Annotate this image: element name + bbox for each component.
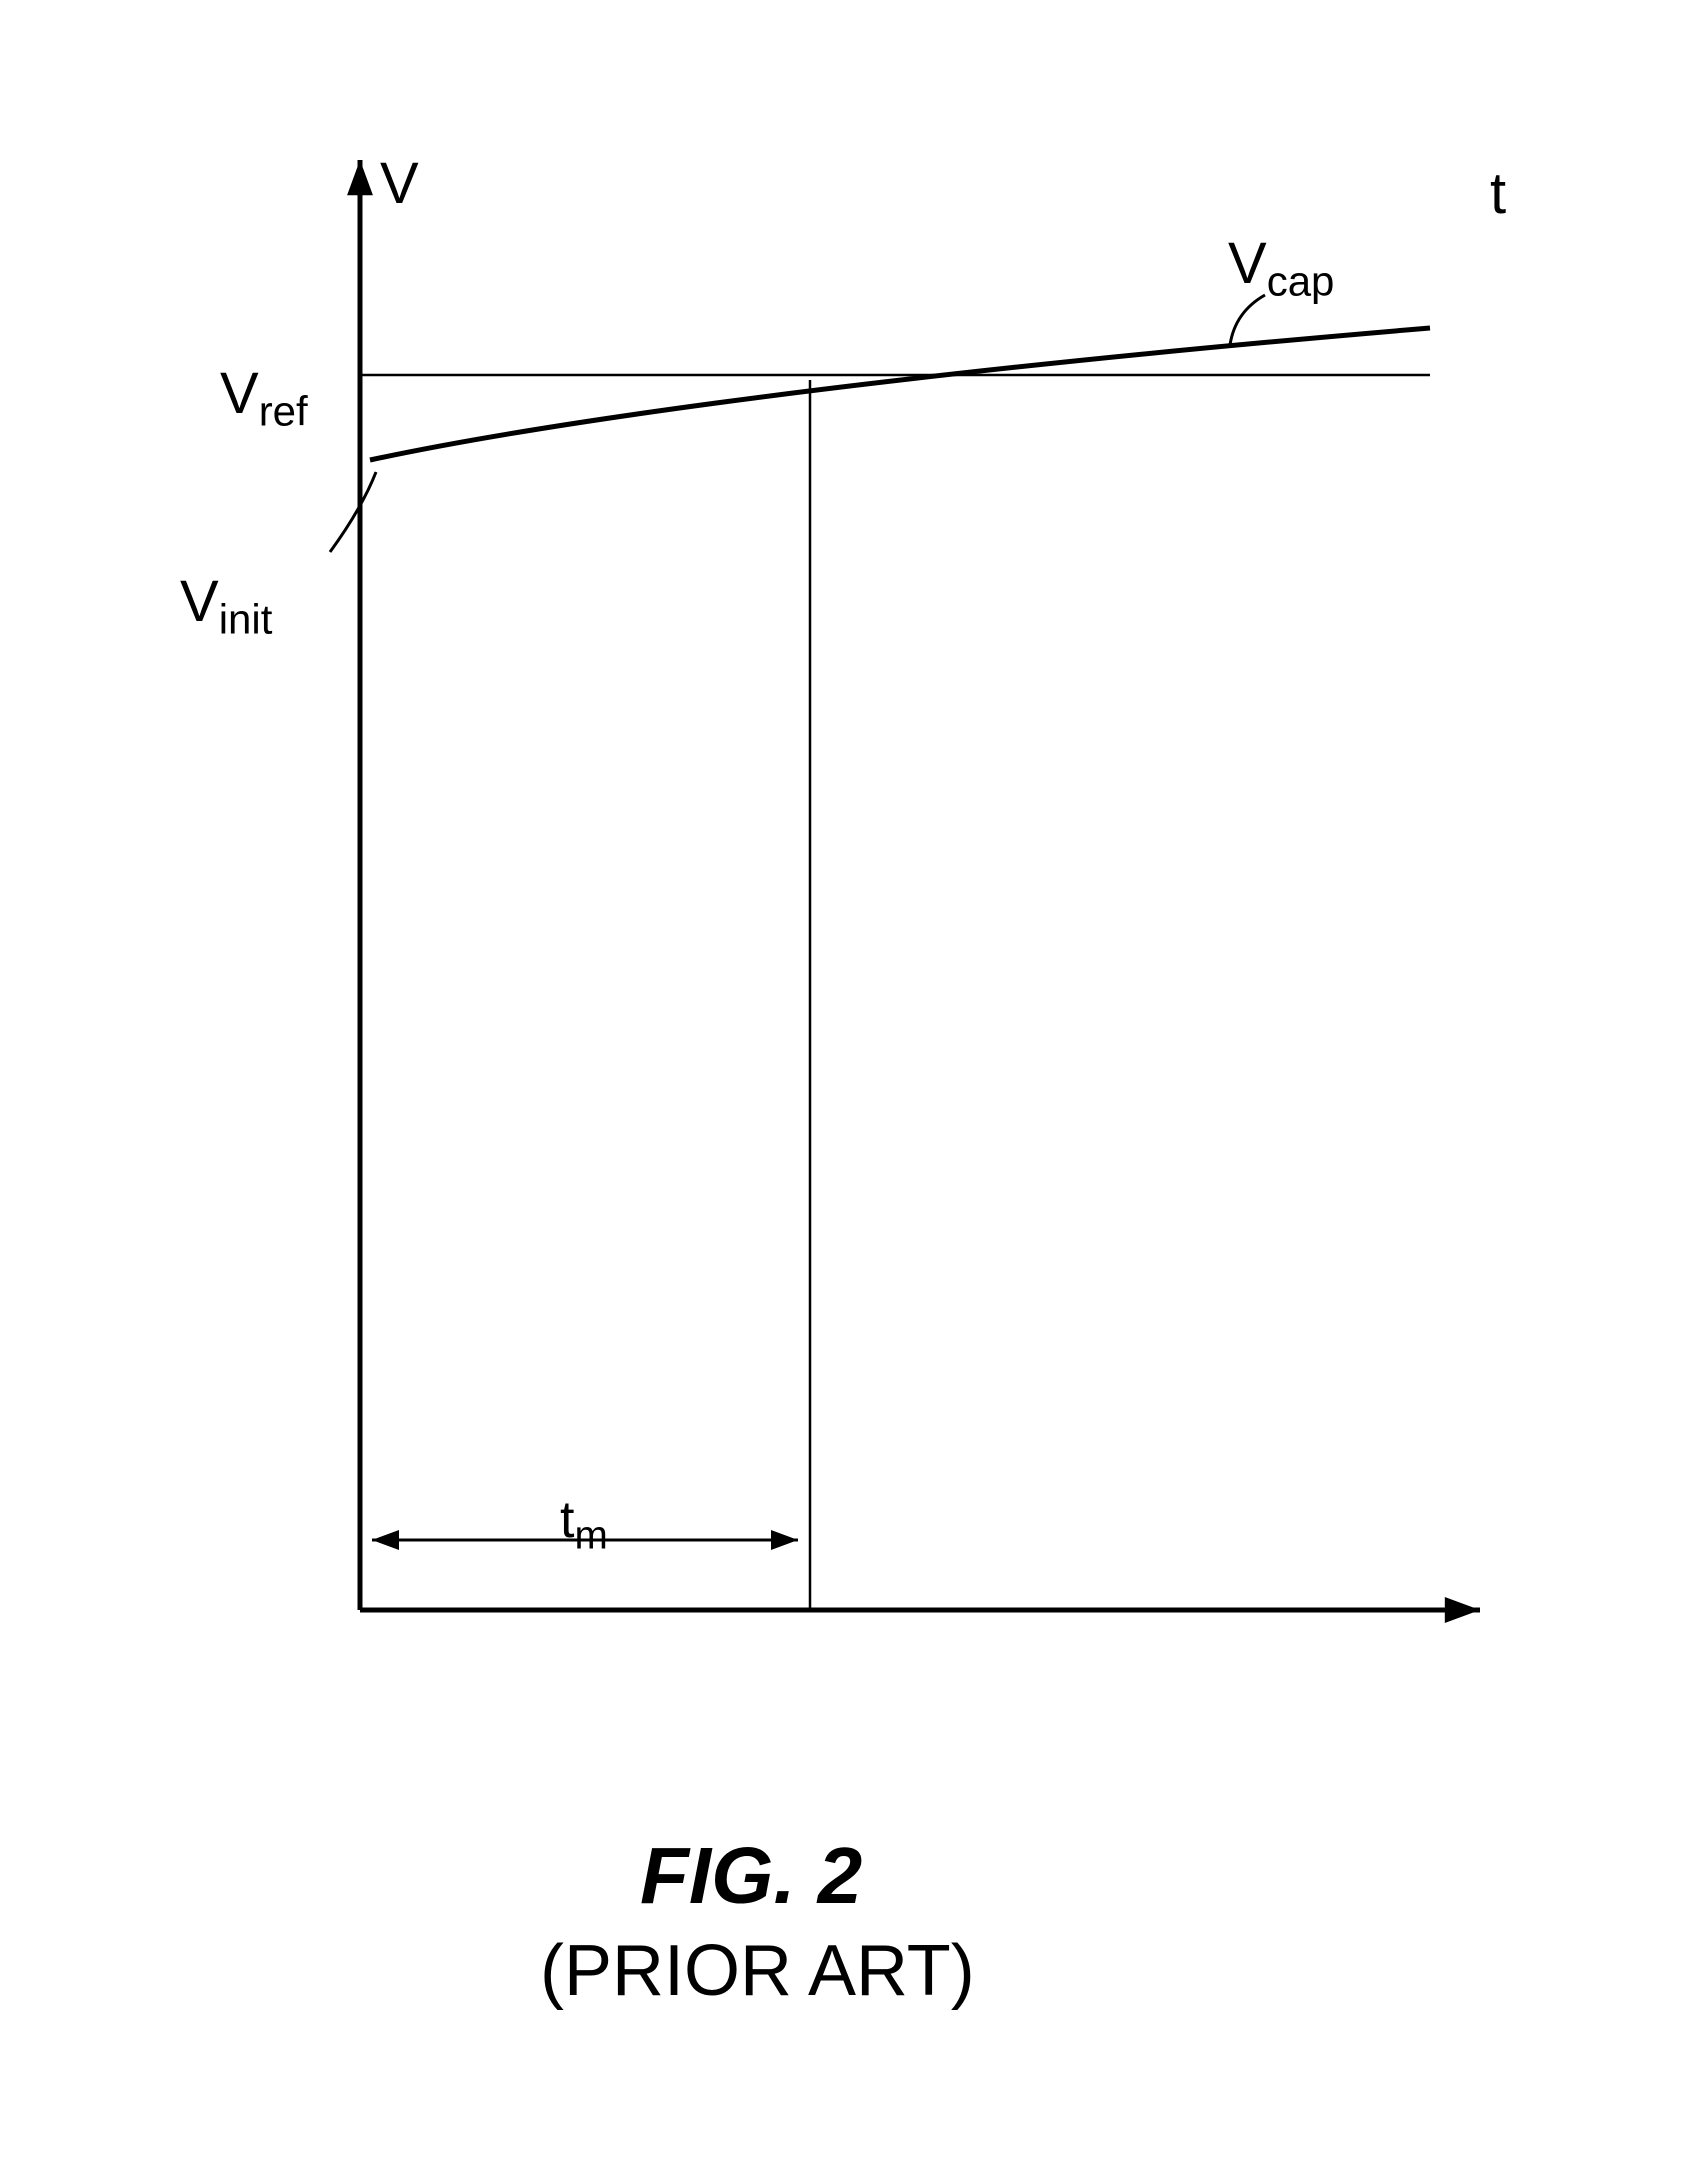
tm-label: tm: [560, 1490, 608, 1558]
figure-caption-main: FIG. 2: [640, 1830, 862, 1922]
t-axis-label: t: [1490, 160, 1506, 227]
figure-caption-sub: (PRIOR ART): [540, 1930, 975, 2012]
chart-container: V t Vref Vcap Vinit tm FIG. 2 (PRIOR ART…: [0, 0, 1682, 2163]
vcap-label: Vcap: [1228, 230, 1334, 306]
vinit-label: Vinit: [180, 568, 272, 644]
v-axis-label: V: [380, 150, 419, 217]
vref-label: Vref: [220, 360, 308, 436]
